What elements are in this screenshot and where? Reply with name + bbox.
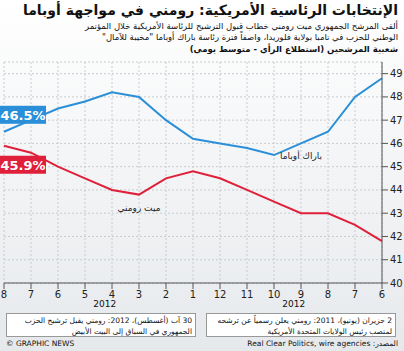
html-text:© GRAPHIC NEWS: © GRAPHIC NEWS <box>6 339 75 348</box>
svg-text:8: 8 <box>325 289 331 300</box>
html-text:شعبية المرشحين (استطلاع الرأي: شعبية المرشحين (استطلاع الرأي - متوسط يو… <box>189 44 398 54</box>
html-text:2012: 2012 <box>93 299 117 309</box>
svg-text:8: 8 <box>1 289 7 300</box>
svg-text:6: 6 <box>379 289 385 300</box>
svg-text:11: 11 <box>241 289 254 300</box>
svg-text:5: 5 <box>82 289 88 300</box>
html-text:الإنتخابات الرئاسية الأمريكية:: الإنتخابات الرئاسية الأمريكية: رومني في … <box>22 2 398 18</box>
svg-text:40: 40 <box>390 278 403 289</box>
svg-text:1: 1 <box>190 289 196 300</box>
svg-text:2: 2 <box>163 289 169 300</box>
svg-text:48: 48 <box>390 91 403 102</box>
svg-text:41: 41 <box>390 254 403 265</box>
svg-text:45.9%: 45.9% <box>0 158 45 173</box>
svg-text:7: 7 <box>28 289 34 300</box>
svg-text:3: 3 <box>136 289 142 300</box>
svg-text:49: 49 <box>390 68 403 79</box>
svg-text:12: 12 <box>214 289 227 300</box>
html-text:ألقى المرشح الجمهوري ميت رومني: ألقى المرشح الجمهوري ميت رومني خطاب قبول… <box>85 21 398 42</box>
svg-text:46: 46 <box>390 138 403 149</box>
html-text:2 حزيران (يونيو)، 2011: رومني: 2 حزيران (يونيو)، 2011: رومني يعلن رسميا… <box>217 316 392 336</box>
svg-text:45: 45 <box>390 161 403 172</box>
svg-text:47: 47 <box>390 115 403 126</box>
svg-text:46.5%: 46.5% <box>0 108 45 123</box>
svg-text:6: 6 <box>55 289 61 300</box>
svg-text:44: 44 <box>390 184 403 195</box>
svg-text:9: 9 <box>298 289 304 300</box>
html-text:المصدر: Real Clear Politics, w: المصدر: Real Clear Politics, wire agenci… <box>247 339 398 348</box>
svg-text:10: 10 <box>268 289 281 300</box>
svg-text:7: 7 <box>352 289 358 300</box>
svg-text:ميت رومني: ميت رومني <box>118 203 161 213</box>
svg-text:4: 4 <box>109 289 115 300</box>
svg-text:43: 43 <box>390 208 403 219</box>
svg-text:باراك أوباما: باراك أوباما <box>280 150 322 161</box>
html-text:30 آب (أغسطس)، 2012: رومني يقب: 30 آب (أغسطس)، 2012: رومني يقبل ترشيح ال… <box>24 316 192 336</box>
svg-text:42: 42 <box>390 231 403 242</box>
html-text:2012: 2012 <box>282 299 306 309</box>
